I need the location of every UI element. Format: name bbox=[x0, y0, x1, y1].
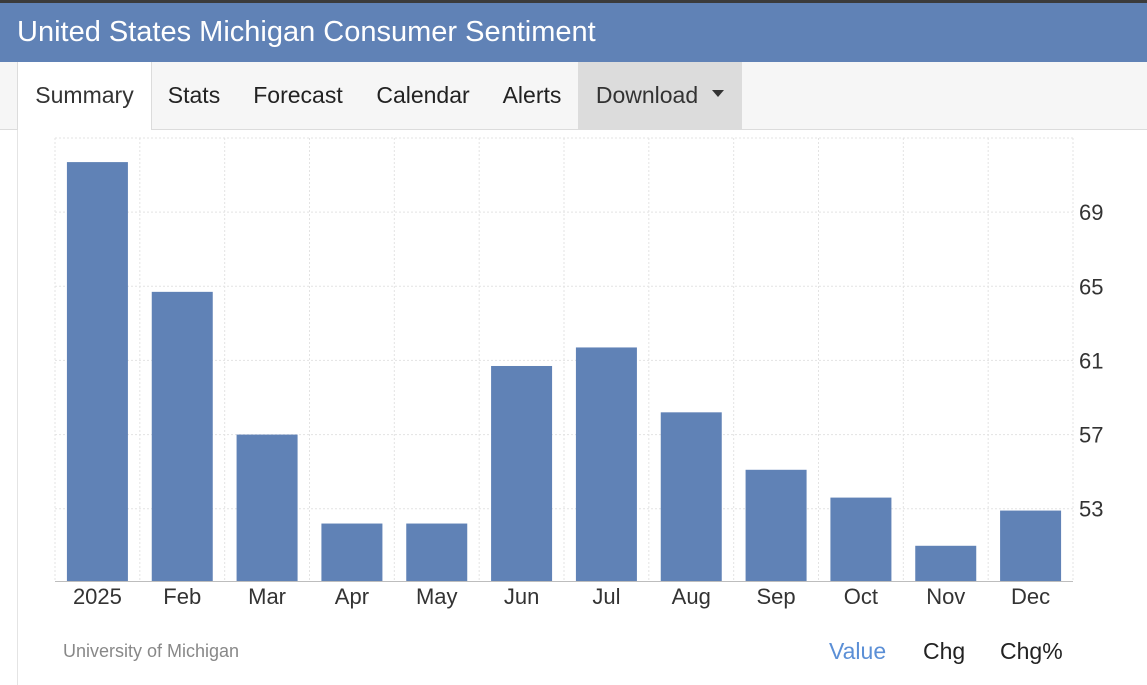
bar-chart: 2025 Feb Mar Apr May Jun Jul Aug Sep Oct Nov Dec 53 5… bbox=[54, 137, 1103, 609]
toggle-value[interactable]: Value bbox=[829, 638, 887, 664]
tab-calendar[interactable]: Calendar bbox=[376, 82, 470, 108]
x-tick-label: Mar bbox=[248, 584, 286, 609]
tab-forecast[interactable]: Forecast bbox=[253, 82, 343, 108]
x-tick-label: Nov bbox=[926, 584, 965, 609]
x-tick-label: Sep bbox=[757, 584, 796, 609]
tab-download[interactable]: Download bbox=[578, 62, 742, 129]
x-tick-label: Aug bbox=[672, 584, 711, 609]
y-tick-label: 61 bbox=[1079, 348, 1103, 373]
toggle-chg[interactable]: Chg bbox=[923, 638, 966, 664]
y-tick-label: 57 bbox=[1079, 423, 1103, 448]
tab-alerts[interactable]: Alerts bbox=[502, 82, 562, 108]
bar bbox=[151, 291, 213, 581]
page-header: United States Michigan Consumer Sentimen… bbox=[0, 3, 1147, 62]
x-tick-label: Feb bbox=[163, 584, 201, 609]
chart-panel: 2025 Feb Mar Apr May Jun Jul Aug Sep Oct Nov Dec 53 5… bbox=[17, 130, 1147, 685]
source-label: University of Michigan bbox=[63, 641, 240, 661]
top-border bbox=[0, 0, 1147, 3]
page-title: United States Michigan Consumer Sentimen… bbox=[17, 16, 596, 48]
bar bbox=[66, 162, 128, 581]
bar bbox=[236, 434, 298, 581]
bar bbox=[321, 523, 383, 581]
bar bbox=[745, 469, 807, 581]
bar bbox=[575, 347, 637, 581]
x-tick-label: 2025 bbox=[73, 584, 122, 609]
bar bbox=[660, 412, 722, 581]
bar bbox=[915, 545, 977, 581]
y-tick-label: 69 bbox=[1079, 200, 1103, 225]
bar bbox=[491, 365, 553, 581]
x-tick-label: Jul bbox=[592, 584, 620, 609]
bar bbox=[406, 523, 468, 581]
bar bbox=[830, 497, 892, 581]
x-tick-label: May bbox=[416, 584, 458, 609]
tab-summary[interactable]: Summary bbox=[17, 62, 152, 130]
tab-bar: Summary Stats Forecast Calendar Alerts D… bbox=[0, 62, 1147, 130]
toggle-chg-percent[interactable]: Chg% bbox=[1000, 638, 1063, 664]
y-tick-label: 53 bbox=[1079, 497, 1103, 522]
x-tick-label: Apr bbox=[335, 584, 369, 609]
bar bbox=[1000, 510, 1062, 581]
y-tick-label: 65 bbox=[1079, 274, 1103, 299]
tab-download-label: Download bbox=[595, 82, 699, 108]
caret-down-icon bbox=[712, 90, 725, 98]
x-tick-label: Dec bbox=[1011, 584, 1050, 609]
x-tick-label: Oct bbox=[844, 584, 878, 609]
x-tick-label: Jun bbox=[504, 584, 539, 609]
tab-stats[interactable]: Stats bbox=[167, 82, 221, 108]
